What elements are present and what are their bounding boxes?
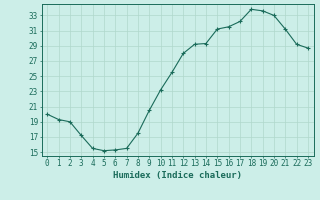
X-axis label: Humidex (Indice chaleur): Humidex (Indice chaleur) — [113, 171, 242, 180]
